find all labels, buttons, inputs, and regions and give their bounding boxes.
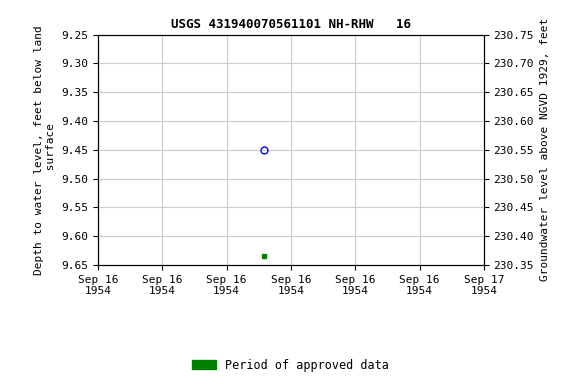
Y-axis label: Depth to water level, feet below land
 surface: Depth to water level, feet below land su… <box>34 25 56 275</box>
Title: USGS 431940070561101 NH-RHW   16: USGS 431940070561101 NH-RHW 16 <box>171 18 411 31</box>
Y-axis label: Groundwater level above NGVD 1929, feet: Groundwater level above NGVD 1929, feet <box>540 18 550 281</box>
Legend: Period of approved data: Period of approved data <box>188 354 394 376</box>
